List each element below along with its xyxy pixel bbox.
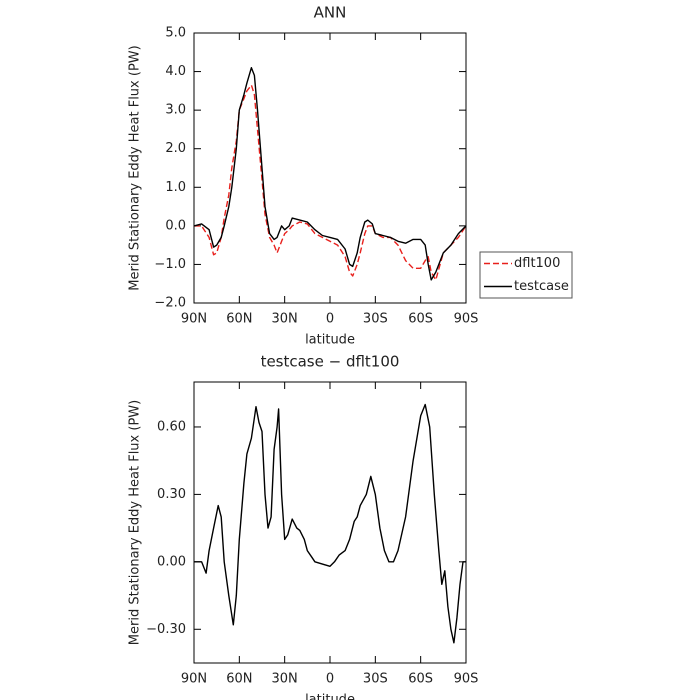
x-tick-label: 60S <box>408 312 433 327</box>
x-tick-label: 90N <box>181 672 207 687</box>
line-series <box>194 403 466 644</box>
legend-box <box>479 251 573 299</box>
x-tick-label: 90S <box>454 312 479 327</box>
x-tick-label: 0 <box>326 312 334 327</box>
chart-title: testcase − dflt100 <box>261 353 400 371</box>
x-tick-label: 0 <box>326 672 334 687</box>
x-tick-label: 30S <box>363 312 388 327</box>
x-axis-label: latitude <box>305 693 355 700</box>
x-tick-label: 30N <box>272 672 298 687</box>
y-tick-label: 2.0 <box>165 141 186 156</box>
x-tick-label: 30S <box>363 672 388 687</box>
y-tick-label: 0.60 <box>157 419 186 434</box>
plot-frame <box>193 32 467 304</box>
y-tick-label: −0.30 <box>146 622 186 637</box>
x-tick-label: 60S <box>408 672 433 687</box>
y-tick-label: 5.0 <box>165 26 186 41</box>
y-tick-label: 4.0 <box>165 64 186 79</box>
line-series <box>193 67 467 281</box>
x-tick-label: 30N <box>272 312 298 327</box>
y-tick-label: 0.00 <box>157 554 186 569</box>
line-series <box>194 84 467 281</box>
x-tick-label: 90N <box>181 312 207 327</box>
y-axis-label: Merid Stationary Eddy Heat Flux (PW) <box>128 45 143 290</box>
plot-frame <box>193 381 467 664</box>
y-tick-label: −2.0 <box>154 296 186 311</box>
y-tick-label: −1.0 <box>154 257 186 272</box>
x-tick-label: 60N <box>226 672 252 687</box>
x-tick-label: 90S <box>454 672 479 687</box>
y-tick-label: 1.0 <box>165 180 186 195</box>
x-axis-label: latitude <box>305 333 355 348</box>
y-tick-label: 0.30 <box>157 487 186 502</box>
y-tick-label: 3.0 <box>165 103 186 118</box>
x-tick-label: 60N <box>226 312 252 327</box>
legend-label: dflt100 <box>514 256 560 271</box>
legend-label: testcase <box>514 279 569 294</box>
chart-title: ANN <box>314 4 347 22</box>
y-axis-label: Merid Stationary Eddy Heat Flux (PW) <box>128 400 143 645</box>
y-tick-label: 0.0 <box>165 218 186 233</box>
